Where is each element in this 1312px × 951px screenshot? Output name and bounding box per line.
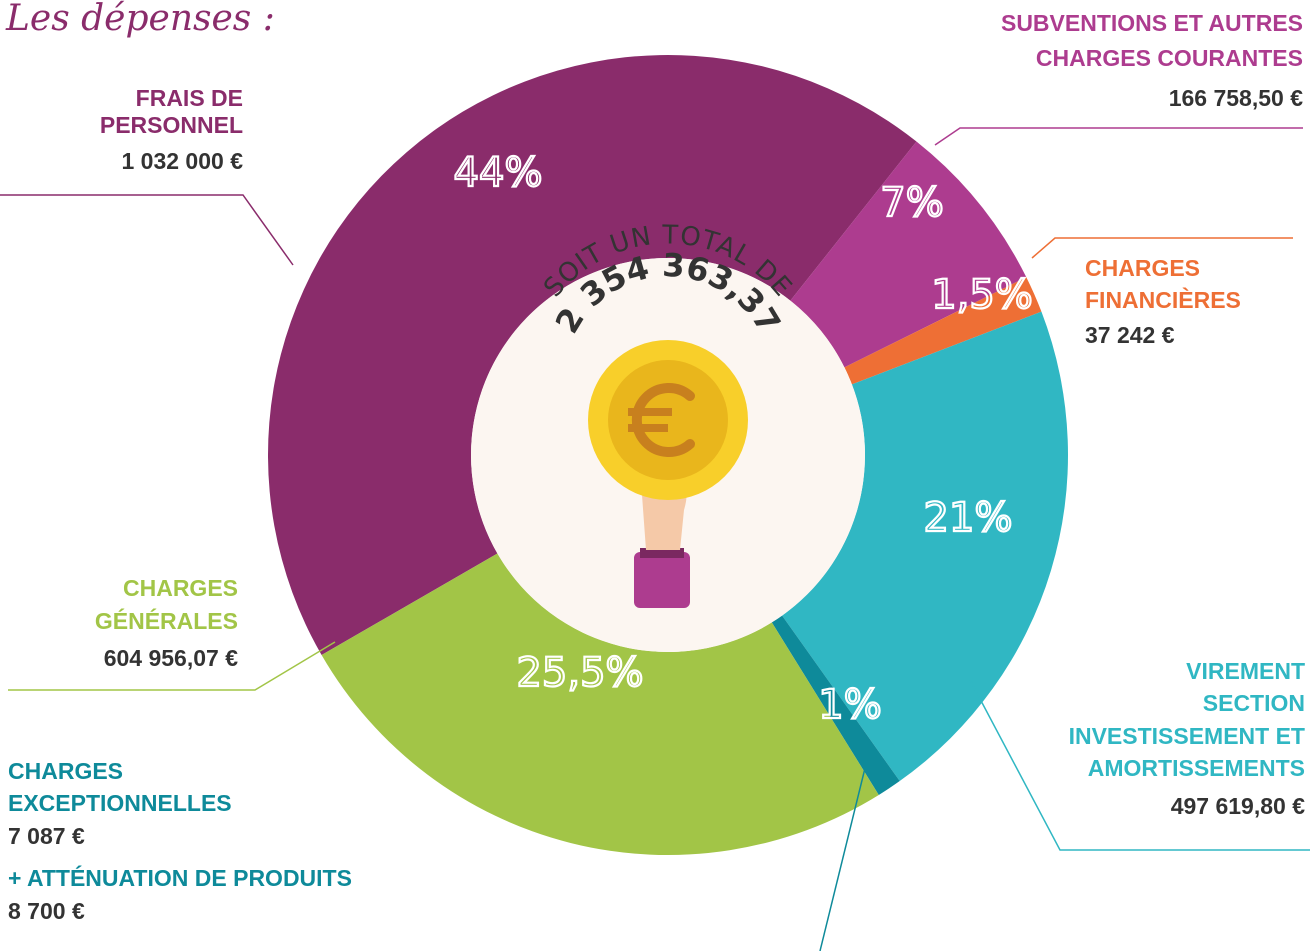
category-label: CHARGES bbox=[8, 758, 123, 784]
percent-label: 7% bbox=[880, 180, 943, 226]
category-label: SUBVENTIONS ET AUTRES bbox=[1001, 10, 1303, 36]
amount-label: 1 032 000 € bbox=[121, 148, 243, 174]
category-label: FRAIS DE bbox=[136, 85, 243, 111]
category-label: FINANCIÈRES bbox=[1085, 286, 1241, 313]
percent-label: 1,5% bbox=[931, 272, 1033, 318]
amount-label: 37 242 € bbox=[1085, 322, 1175, 348]
extra-label: + ATTÉNUATION DE PRODUITS bbox=[8, 864, 352, 891]
leader-line bbox=[1031, 237, 1293, 259]
leader-line bbox=[969, 679, 1310, 851]
chart-title: Les dépenses : bbox=[5, 0, 275, 39]
leader-line bbox=[934, 127, 1303, 146]
slice bbox=[782, 311, 1068, 782]
category-label: CHARGES bbox=[1085, 255, 1200, 281]
percent-label: 25,5% bbox=[516, 650, 643, 696]
slice bbox=[268, 55, 917, 655]
amount-label: 7 087 € bbox=[8, 823, 85, 849]
percent-label: 44% bbox=[454, 150, 543, 196]
amount-label: 604 956,07 € bbox=[104, 645, 239, 671]
category-label: CHARGES bbox=[123, 575, 238, 601]
coin-icon bbox=[588, 340, 748, 500]
category-label: INVESTISSEMENT ET bbox=[1069, 723, 1305, 749]
amount-label: 166 758,50 € bbox=[1169, 85, 1304, 111]
category-label: PERSONNEL bbox=[100, 112, 243, 138]
category-label: SECTION bbox=[1203, 690, 1305, 716]
leader-line bbox=[819, 759, 868, 951]
leader-line bbox=[8, 641, 336, 691]
leader-line bbox=[0, 194, 294, 266]
extra-amount: 8 700 € bbox=[8, 898, 85, 924]
slice bbox=[844, 277, 1042, 385]
category-label: GÉNÉRALES bbox=[95, 607, 238, 634]
category-label: CHARGES COURANTES bbox=[1036, 45, 1303, 71]
amount-label: 497 619,80 € bbox=[1171, 793, 1306, 819]
category-label: VIREMENT bbox=[1186, 658, 1305, 684]
percent-label: 1% bbox=[818, 682, 881, 728]
percent-label: 21% bbox=[924, 495, 1013, 541]
category-label: AMORTISSEMENTS bbox=[1088, 755, 1305, 781]
donut bbox=[268, 55, 1068, 856]
slice bbox=[790, 141, 1027, 368]
slice bbox=[321, 553, 879, 856]
category-label: EXCEPTIONNELLES bbox=[8, 790, 232, 816]
slice bbox=[771, 615, 900, 795]
